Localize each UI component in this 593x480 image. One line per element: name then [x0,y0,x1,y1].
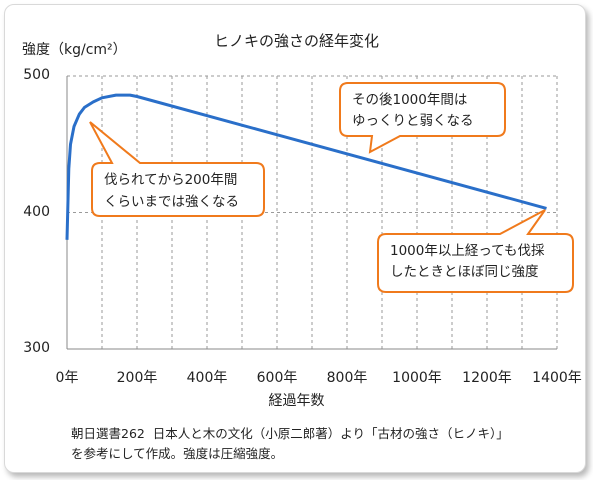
x-tick-label: 1000年 [392,370,442,386]
source-note-line: 朝日選書262 日本人と木の文化（小原二郎著）より「古材の強さ（ヒノキ）」 [71,426,509,441]
callout-text: その後1000年間は [352,92,467,108]
source-note: 朝日選書262 日本人と木の文化（小原二郎著）より「古材の強さ（ヒノキ）」 を参… [71,424,509,464]
callout-text: 1000年以上経っても伐採 [390,243,545,259]
x-axis-label: 経過年数 [268,393,325,409]
x-tick-label: 1200年 [462,370,512,386]
y-tick-label: 500 [23,67,50,83]
x-tick-label: 0年 [55,370,79,386]
callout-growth: 伐られてから200年間 くらいまでは強くなる [89,121,265,217]
x-tick-label: 1400年 [532,370,582,386]
callout-text: ゆっくりと弱くなる [352,113,474,129]
callout-decline: その後1000年間は ゆっくりと弱くなる [339,82,506,154]
y-tick-label: 300 [23,340,50,356]
x-tick-label: 800年 [326,370,368,386]
callout-same-strength: 1000年以上経っても伐採 したときとほぼ同じ強度 [377,209,574,293]
callout-text: 伐られてから200年間 [104,172,237,188]
x-tick-label: 200年 [116,370,158,386]
chart-title: ヒノキの強さの経年変化 [213,32,379,50]
source-note-line: を参考にして作成。強度は圧縮強度。 [71,446,284,461]
y-axis-label: 強度（kg/cm²） [22,42,127,58]
callout-text: したときとほぼ同じ強度 [390,264,539,280]
callout-text: くらいまでは強くなる [104,194,239,210]
grid-lines [67,75,558,349]
callouts: 伐られてから200年間 くらいまでは強くなる その後1000年間は ゆっくりと弱… [89,82,574,293]
x-tick-label: 400年 [186,370,228,386]
y-tick-label: 400 [23,204,50,220]
series-group [65,93,547,240]
series-line [65,93,547,240]
x-tick-label: 600年 [256,370,298,386]
